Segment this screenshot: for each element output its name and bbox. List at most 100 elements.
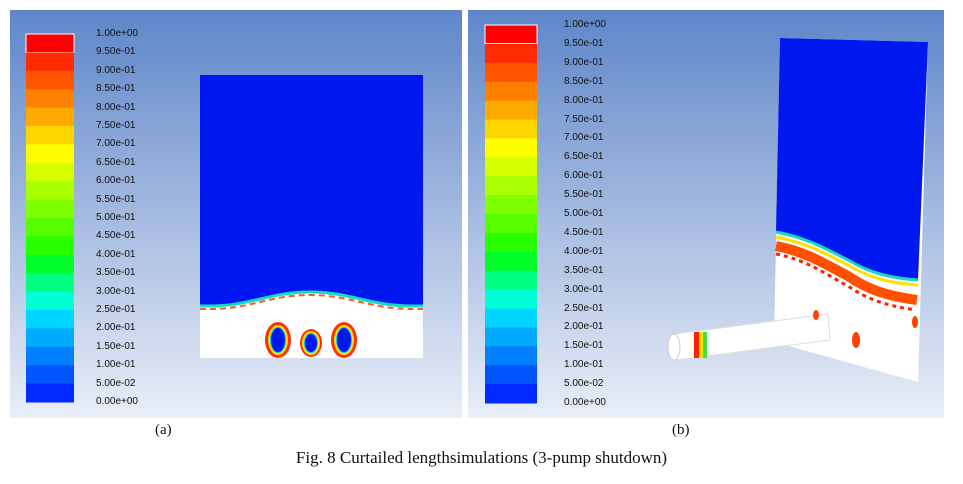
colorbar-swatch	[26, 181, 74, 201]
colorbar-swatch	[26, 291, 74, 311]
colorbar-swatch	[26, 254, 74, 274]
colorbar-tick-label: 4.50e-01	[96, 230, 136, 242]
colorbar-swatch	[26, 52, 74, 72]
colorbar-tick-label: 5.50e-01	[564, 189, 604, 201]
colorbar-tick-label: 5.50e-01	[96, 193, 136, 205]
colorbar-swatch	[485, 43, 537, 64]
water-region-b	[776, 38, 928, 280]
colorbar-swatch	[485, 232, 537, 253]
colorbar-swatch	[485, 346, 537, 366]
colorbar-tick-label: 9.50e-01	[564, 37, 604, 49]
colorbar-swatch	[485, 289, 537, 309]
colorbar-tick-label: 3.00e-01	[564, 283, 604, 295]
colorbar-swatch	[485, 100, 537, 120]
colorbar-swatch	[485, 157, 537, 177]
spot-2	[813, 310, 819, 320]
colorbar-tick-label: 6.00e-01	[96, 175, 136, 187]
colorbar-swatch	[485, 251, 537, 272]
colorbar-tick-label: 9.50e-01	[96, 46, 136, 58]
colorbar-tick-label: 5.00e-01	[564, 208, 604, 219]
colorbar-tick-label: 3.50e-01	[564, 264, 604, 276]
colorbar-tick-label: 5.00e-01	[96, 212, 136, 223]
domain-a	[200, 75, 423, 358]
figure-caption: Fig. 8 Curtailed lengthsimulations (3-pu…	[295, 448, 668, 467]
colorbar-tick-label: 1.00e+00	[564, 19, 606, 30]
colorbar-tick-label: 2.50e-01	[96, 304, 136, 315]
pipe-band-yellow	[699, 332, 703, 358]
colorbar-tick-label: 8.00e-01	[96, 101, 136, 113]
colorbar-tick-label: 1.50e-01	[564, 340, 604, 352]
colorbar-swatch	[485, 327, 537, 347]
pipe-band-green	[703, 332, 707, 358]
colorbar-swatch	[26, 383, 74, 403]
colorbar-swatch	[26, 89, 74, 109]
colorbar-a	[25, 33, 75, 403]
colorbar-tick-label: 5.00e-02	[564, 378, 604, 390]
colorbar-swatch	[485, 308, 537, 328]
colorbar-tick-label: 2.00e-01	[564, 321, 604, 333]
colorbar-tick-label: 8.50e-01	[96, 83, 136, 95]
colorbar-tick-label: 1.00e+00	[96, 28, 138, 39]
colorbar-swatch	[26, 273, 74, 293]
pipe-end	[667, 333, 681, 361]
interface-band-outer	[200, 293, 423, 310]
colorbar-tick-label: 9.00e-01	[564, 56, 604, 68]
colorbar-tick-label: 6.50e-01	[96, 156, 136, 168]
colorbar-swatch	[485, 214, 537, 234]
colorbar-tick-label: 3.00e-01	[96, 285, 136, 297]
colorbar-tick-label: 8.00e-01	[564, 94, 604, 106]
panel-b: 1.00e+00 9.50e-01 9.00e-01 8.50e-01 8.00e-01…	[468, 10, 944, 418]
panel-a: 1.00e+00 9.50e-01 9.00e-01 8.50e-01 8.00e-01…	[10, 10, 462, 418]
colorbar-swatch	[26, 199, 74, 219]
colorbar-swatch	[26, 310, 74, 329]
colorbar-swatch	[26, 328, 74, 348]
colorbar-swatch	[485, 62, 537, 83]
colorbar-swatch	[485, 195, 537, 215]
colorbar-swatch	[485, 138, 537, 158]
colorbar-tick-label: 7.50e-01	[96, 120, 136, 131]
interface-band	[200, 290, 423, 308]
panel-a-label: (a)	[155, 422, 172, 438]
colorbar-tick-label: 4.50e-01	[564, 226, 604, 238]
colorbar-swatch	[26, 346, 74, 366]
colorbar-tick-label: 6.00e-01	[564, 170, 604, 182]
colorbar-swatch	[26, 218, 74, 237]
colorbar-swatch	[485, 270, 537, 291]
contour-plot-b	[468, 10, 944, 418]
colorbar-tick-label: 3.50e-01	[96, 267, 136, 279]
pipe-band-red	[694, 332, 699, 358]
spot-3	[912, 316, 918, 328]
colorbar-swatch	[485, 384, 537, 404]
colorbar-swatch	[26, 236, 74, 256]
colorbar-tick-label: 2.00e-01	[96, 322, 136, 334]
colorbar-swatch	[484, 24, 538, 44]
colorbar-swatch	[485, 365, 537, 385]
colorbar-swatch	[25, 33, 75, 53]
colorbar-swatch	[26, 126, 74, 145]
colorbar-tick-label: 2.50e-01	[564, 302, 604, 314]
interface-band-b-2	[775, 235, 919, 287]
pump-inlet-left	[265, 322, 291, 358]
colorbar-tick-label: 1.00e-01	[564, 359, 604, 371]
colorbar-tick-label: 4.00e-01	[564, 245, 604, 257]
colorbar-tick-label: 8.50e-01	[564, 75, 604, 87]
colorbar-swatch	[26, 144, 74, 164]
water-region	[200, 75, 423, 306]
pump-inlet-center	[300, 329, 322, 357]
colorbar-tick-label: 5.00e-02	[96, 377, 136, 389]
colorbar-tick-label: 0.00e+00	[96, 396, 138, 407]
colorbar-swatch	[485, 176, 537, 196]
colorbar-tick-label: 6.50e-01	[564, 151, 604, 163]
interface-band-b-3	[775, 241, 918, 305]
interface-band-b-4	[775, 252, 917, 312]
colorbar-tick-label: 1.00e-01	[96, 359, 136, 371]
colorbar-tick-label: 9.00e-01	[96, 64, 136, 76]
pump-inlet-right	[331, 322, 357, 358]
colorbar-tick-label: 1.50e-01	[96, 340, 136, 352]
colorbar-b	[484, 24, 538, 404]
colorbar-swatch	[485, 81, 537, 102]
interface-band-b-1	[775, 230, 919, 282]
domain-b	[667, 38, 928, 382]
colorbar-swatch	[26, 107, 74, 127]
colorbar-tick-label: 7.50e-01	[564, 113, 604, 125]
